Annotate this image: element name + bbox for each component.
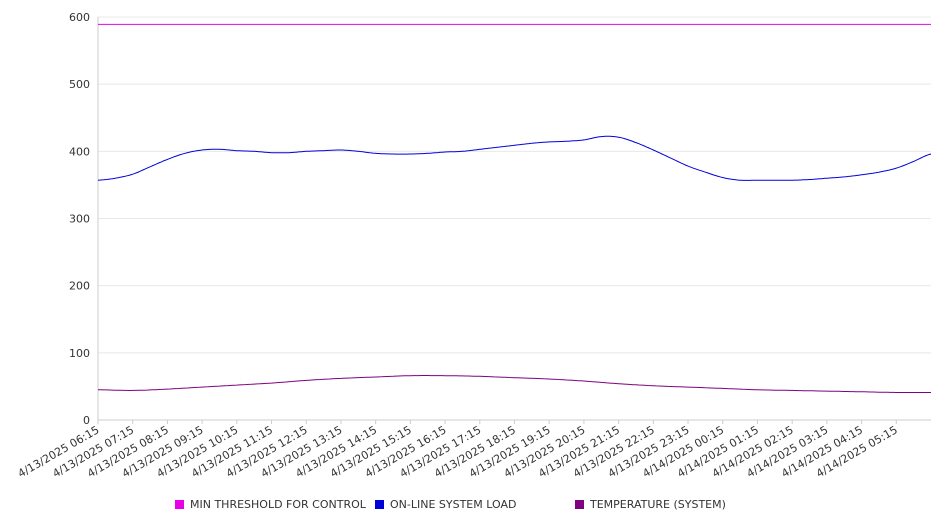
legend: MIN THRESHOLD FOR CONTROL ON-LINE SYSTEM…: [0, 498, 946, 514]
axes: [97, 17, 931, 424]
series-line-on-line-system-load: [97, 135, 932, 181]
series-line-temperature-system: [98, 375, 931, 393]
legend-item-temperature[interactable]: TEMPERATURE (SYSTEM): [575, 498, 726, 511]
y-tick-label: 200: [69, 280, 90, 293]
y-axis-tick-labels: 0 100 200 300 400 500 600: [69, 11, 90, 427]
y-tick-label: 100: [69, 347, 90, 360]
legend-item-min-threshold[interactable]: MIN THRESHOLD FOR CONTROL: [175, 498, 366, 511]
series-lines: [97, 23, 932, 393]
legend-item-online-system-load[interactable]: ON-LINE SYSTEM LOAD: [375, 498, 516, 511]
grid-lines: [98, 16, 931, 354]
legend-swatch-min-threshold: [175, 500, 184, 509]
y-tick-label: 600: [69, 11, 90, 24]
legend-label-min-threshold: MIN THRESHOLD FOR CONTROL: [190, 498, 366, 511]
y-tick-label: 0: [83, 414, 90, 427]
y-tick-label: 400: [69, 145, 90, 158]
x-axis-tick-labels: 4/13/2025 06:154/13/2025 07:154/13/2025 …: [16, 423, 900, 480]
legend-swatch-online-system-load: [375, 500, 384, 509]
legend-label-online-system-load: ON-LINE SYSTEM LOAD: [390, 498, 517, 511]
y-tick-label: 500: [69, 78, 90, 91]
legend-label-temperature: TEMPERATURE (SYSTEM): [590, 498, 726, 511]
y-tick-label: 300: [69, 213, 90, 226]
legend-swatch-temperature: [575, 500, 584, 509]
